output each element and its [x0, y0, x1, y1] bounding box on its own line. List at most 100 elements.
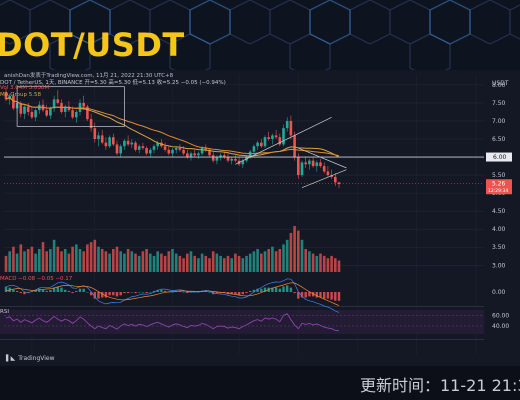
candle-body: [311, 160, 315, 167]
candle-body: [67, 106, 71, 111]
volume-bar: [297, 230, 300, 272]
candle-body: [163, 146, 167, 150]
macd-histogram-bar: [93, 292, 96, 299]
volume-bar: [223, 258, 226, 272]
volume-bar: [67, 253, 71, 272]
candle-body: [63, 106, 67, 112]
volume-bar: [256, 249, 259, 272]
candle-body: [30, 111, 34, 118]
rsi-pane: [4, 313, 484, 332]
trendline: [298, 147, 347, 169]
macd-histogram-bar: [334, 292, 337, 301]
volume-bar: [193, 255, 196, 272]
candle-body: [256, 142, 259, 147]
volume-bar: [260, 253, 263, 272]
macd-histogram-bar: [4, 286, 8, 292]
volume-bars: [4, 226, 341, 272]
volume-bar: [145, 249, 148, 272]
macd-histogram-bar: [145, 292, 148, 294]
volume-bar: [252, 251, 256, 272]
volume-bar: [15, 253, 19, 272]
macd-histogram-bar: [45, 290, 48, 292]
volume-bar: [230, 258, 233, 272]
volume-bar: [149, 253, 152, 272]
macd-histogram-bar: [308, 292, 311, 297]
volume-bar: [152, 255, 156, 272]
volume-bar: [167, 251, 171, 272]
candle-body: [86, 106, 89, 120]
macd-histogram-bar: [252, 289, 256, 292]
macd-tick-label: 0.00: [492, 289, 506, 296]
tradingview-icon: ▌◣: [6, 355, 16, 362]
volume-bar: [4, 255, 8, 272]
candle-body: [78, 102, 82, 112]
macd-histogram-bar: [67, 290, 71, 292]
macd-histogram-bar: [271, 287, 274, 292]
volume-bar: [141, 251, 145, 272]
macd-histogram-bar: [34, 289, 37, 292]
volume-bar: [112, 249, 115, 272]
volume-bar: [49, 249, 52, 272]
price-chart[interactable]: USDT8.007.507.006.506.005.505.004.504.00…: [0, 70, 520, 366]
pane-separator: [0, 306, 484, 307]
candle-body: [189, 153, 193, 158]
macd-histogram-bar: [260, 288, 263, 292]
candle-body: [271, 135, 274, 140]
candle-body: [71, 110, 74, 118]
tradingview-label: TradingView: [18, 355, 55, 362]
macd-histogram-bar: [330, 292, 333, 300]
candle-body: [282, 128, 285, 145]
candle-body: [145, 148, 148, 154]
volume-bar: [23, 251, 26, 272]
candle-body: [234, 158, 237, 161]
macd-histogram-bar: [101, 292, 104, 298]
macd-histogram-bar: [304, 292, 307, 298]
macd-histogram-bar: [319, 292, 322, 298]
volume-bar: [334, 258, 337, 272]
candle-body: [260, 142, 263, 147]
candle-body: [267, 137, 270, 140]
macd-histogram-bar: [123, 292, 126, 294]
volume-bar: [38, 249, 41, 272]
price-axis: USDT8.007.507.006.506.005.505.004.504.00…: [486, 80, 512, 330]
volume-bar: [130, 251, 134, 272]
volume-bar: [41, 242, 45, 272]
macd-histogram-bar: [234, 292, 237, 295]
volume-bar: [208, 258, 211, 272]
tradingview-logo: ▌◣ TradingView: [6, 355, 55, 362]
candle-body: [252, 146, 256, 152]
volume-bar: [100, 249, 104, 272]
volume-bar: [326, 258, 330, 272]
candle-body: [200, 148, 204, 154]
macd-histogram-bar: [38, 288, 41, 292]
volume-bar: [300, 239, 304, 272]
chart-drawings: [4, 86, 484, 189]
candle-body: [149, 149, 152, 154]
volume-bar: [174, 253, 178, 272]
volume-bar: [282, 244, 285, 272]
rsi-line: [5, 313, 340, 332]
volume-bar: [267, 249, 270, 272]
hexagon-pattern: [0, 0, 520, 70]
macd-histogram-bar: [263, 287, 267, 292]
volume-bar: [337, 260, 341, 272]
volume-bar: [289, 232, 293, 272]
candle-body: [93, 128, 97, 140]
macd-histogram-bar: [23, 292, 26, 295]
candle-body: [278, 137, 282, 145]
macd-histogram-bar: [163, 290, 167, 292]
chart-attribution: anishDan发表于TradingView.com, 11月 21, 2022…: [4, 73, 174, 79]
candle-body: [334, 176, 337, 183]
macd-histogram-bar: [12, 289, 15, 292]
candle-body: [23, 106, 26, 114]
macd-histogram-bar: [256, 288, 259, 292]
volume-bar: [178, 255, 182, 272]
volume-bar: [93, 239, 97, 272]
macd-histogram-bar: [41, 289, 45, 292]
candle-body: [26, 106, 30, 112]
macd-signal-line: [5, 282, 340, 307]
countdown-label: 12:29:34: [488, 188, 508, 194]
candle-body: [230, 158, 233, 161]
macd-histogram-bar: [52, 287, 56, 292]
candle-body: [45, 110, 48, 116]
